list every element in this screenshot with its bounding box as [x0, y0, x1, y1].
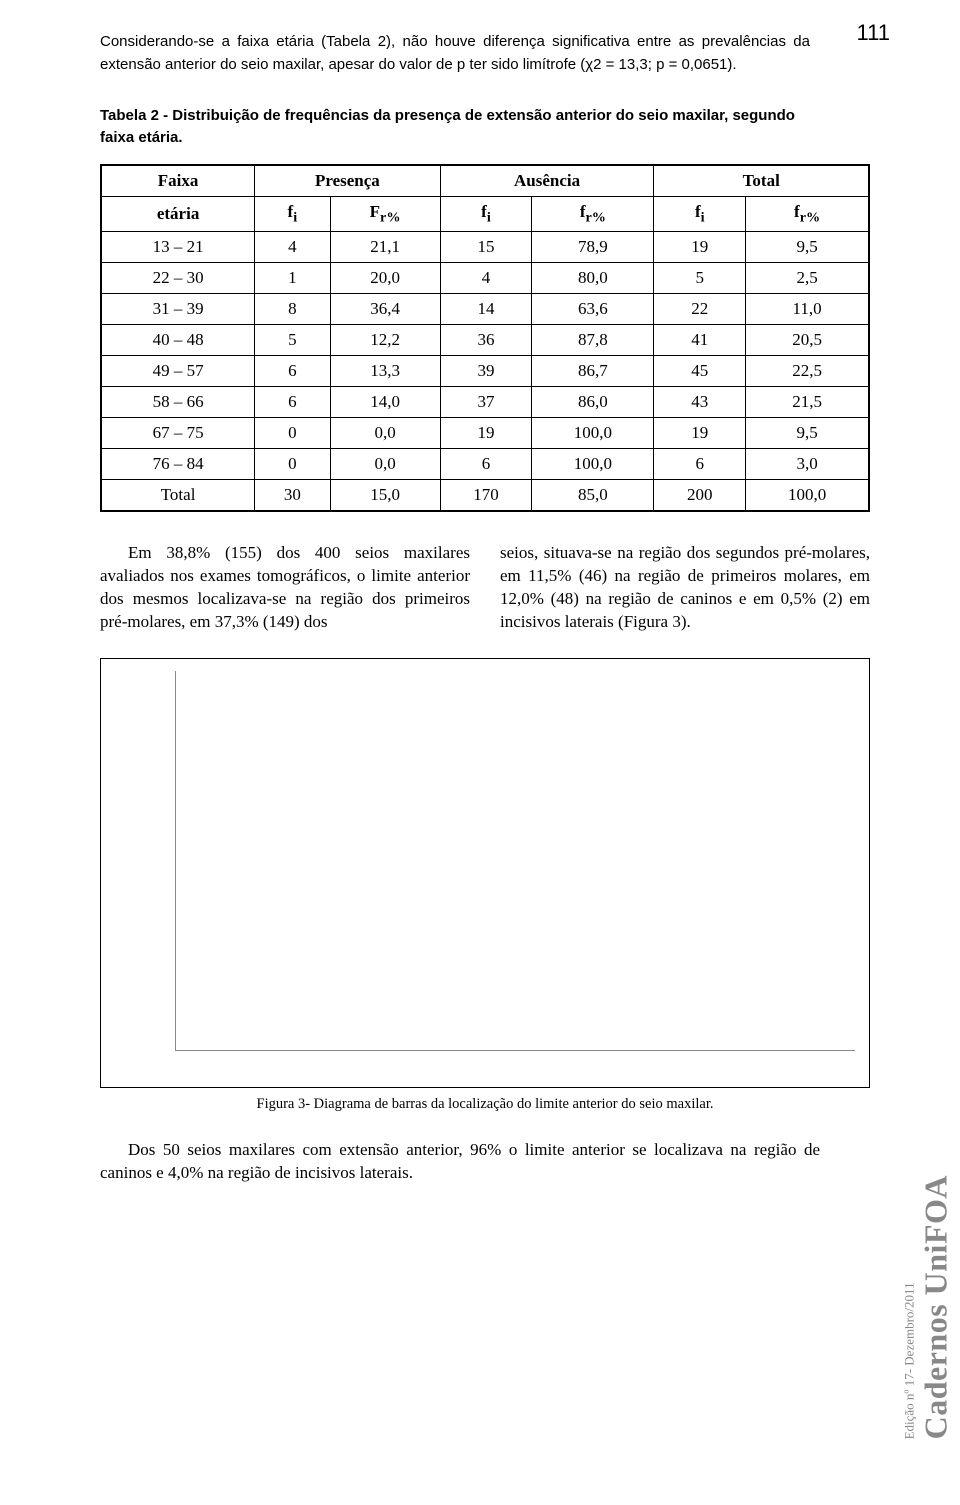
- table-row: 40 – 48512,23687,84120,5: [101, 324, 869, 355]
- page-number: 111: [857, 20, 890, 46]
- table-cell: 4: [255, 231, 330, 262]
- table-cell: 78,9: [532, 231, 654, 262]
- table-cell: 20,0: [330, 262, 440, 293]
- table-cell: 100,0: [532, 448, 654, 479]
- table-row: 49 – 57613,33986,74522,5: [101, 355, 869, 386]
- table-cell: 13,3: [330, 355, 440, 386]
- table-cell: 22 – 30: [101, 262, 255, 293]
- closing-paragraph: Dos 50 seios maxilares com extensão ante…: [100, 1139, 870, 1185]
- table-row: 31 – 39836,41463,62211,0: [101, 293, 869, 324]
- th-fi-2: fi: [440, 196, 532, 231]
- table-cell: 87,8: [532, 324, 654, 355]
- th-fr-3: fr%: [746, 196, 869, 231]
- th-fr-2: fr%: [532, 196, 654, 231]
- table-cell: 20,5: [746, 324, 869, 355]
- table-cell: 22: [654, 293, 746, 324]
- table-cell: 5: [255, 324, 330, 355]
- table-cell: 9,5: [746, 417, 869, 448]
- table-cell: 58 – 66: [101, 386, 255, 417]
- table-cell: 39: [440, 355, 532, 386]
- journal-name: Cadernos UniFOA: [917, 1175, 953, 1439]
- table-cell: 14: [440, 293, 532, 324]
- table-row: 76 – 8400,06100,063,0: [101, 448, 869, 479]
- table-caption: Tabela 2 - Distribuição de frequências d…: [100, 105, 870, 150]
- table-cell: 1: [255, 262, 330, 293]
- table-cell: 45: [654, 355, 746, 386]
- th-fi-3: fi: [654, 196, 746, 231]
- table-cell: 5: [654, 262, 746, 293]
- table-cell: 86,7: [532, 355, 654, 386]
- th-presenca: Presença: [255, 165, 440, 197]
- table-cell: 6: [440, 448, 532, 479]
- table-cell: 30: [255, 479, 330, 511]
- table-cell: 76 – 84: [101, 448, 255, 479]
- table-cell: 0: [255, 448, 330, 479]
- table-cell: 6: [654, 448, 746, 479]
- table-cell: 31 – 39: [101, 293, 255, 324]
- table-cell: 13 – 21: [101, 231, 255, 262]
- table-cell: 2,5: [746, 262, 869, 293]
- table-cell: 6: [255, 355, 330, 386]
- table-cell: 15,0: [330, 479, 440, 511]
- figure-caption: Figura 3- Diagrama de barras da localiza…: [100, 1096, 870, 1113]
- table-cell: 12,2: [330, 324, 440, 355]
- table-cell: 36,4: [330, 293, 440, 324]
- table-cell: 21,5: [746, 386, 869, 417]
- table-cell: 100,0: [746, 479, 869, 511]
- table-cell: 100,0: [532, 417, 654, 448]
- table-cell: 63,6: [532, 293, 654, 324]
- table-cell: 19: [440, 417, 532, 448]
- th-ausencia: Ausência: [440, 165, 654, 197]
- intro-paragraph: Considerando-se a faixa etária (Tabela 2…: [100, 30, 870, 77]
- table-cell: 19: [654, 417, 746, 448]
- col-right: seios, situava-se na região dos segundos…: [500, 542, 870, 634]
- table-cell: 8: [255, 293, 330, 324]
- th-fr-1: Fr%: [330, 196, 440, 231]
- th-total: Total: [654, 165, 869, 197]
- th-etaria: etária: [101, 196, 255, 231]
- table-row: Total3015,017085,0200100,0: [101, 479, 869, 511]
- th-fi-1: fi: [255, 196, 330, 231]
- table-cell: 19: [654, 231, 746, 262]
- table-cell: 67 – 75: [101, 417, 255, 448]
- table-row: 13 – 21421,11578,9199,5: [101, 231, 869, 262]
- table-cell: 41: [654, 324, 746, 355]
- col-left: Em 38,8% (155) dos 400 seios maxilares a…: [100, 542, 470, 634]
- table-cell: 80,0: [532, 262, 654, 293]
- table-cell: 200: [654, 479, 746, 511]
- table-cell: 11,0: [746, 293, 869, 324]
- table-cell: 37: [440, 386, 532, 417]
- table-cell: 21,1: [330, 231, 440, 262]
- table-cell: 86,0: [532, 386, 654, 417]
- table-cell: 49 – 57: [101, 355, 255, 386]
- table-cell: 0,0: [330, 417, 440, 448]
- table-cell: 3,0: [746, 448, 869, 479]
- table-cell: 9,5: [746, 231, 869, 262]
- bar-chart: [100, 658, 870, 1088]
- journal-side-label: Edição nº 17- Dezembro/2011 Cadernos Uni…: [905, 1175, 954, 1439]
- table-row: 22 – 30120,0480,052,5: [101, 262, 869, 293]
- table-cell: 40 – 48: [101, 324, 255, 355]
- table-cell: 36: [440, 324, 532, 355]
- edition-text: Edição nº 17- Dezembro/2011: [901, 1175, 917, 1439]
- table-cell: 85,0: [532, 479, 654, 511]
- table-cell: Total: [101, 479, 255, 511]
- table-cell: 0: [255, 417, 330, 448]
- table-cell: 43: [654, 386, 746, 417]
- table-cell: 22,5: [746, 355, 869, 386]
- table-row: 67 – 7500,019100,0199,5: [101, 417, 869, 448]
- table-row: 58 – 66614,03786,04321,5: [101, 386, 869, 417]
- table-cell: 6: [255, 386, 330, 417]
- th-faixa: Faixa: [101, 165, 255, 197]
- table-cell: 0,0: [330, 448, 440, 479]
- table-cell: 14,0: [330, 386, 440, 417]
- two-column-paragraph: Em 38,8% (155) dos 400 seios maxilares a…: [100, 542, 870, 634]
- table-cell: 170: [440, 479, 532, 511]
- frequency-table: Faixa Presença Ausência Total etária fi …: [100, 164, 870, 512]
- table-cell: 15: [440, 231, 532, 262]
- table-cell: 4: [440, 262, 532, 293]
